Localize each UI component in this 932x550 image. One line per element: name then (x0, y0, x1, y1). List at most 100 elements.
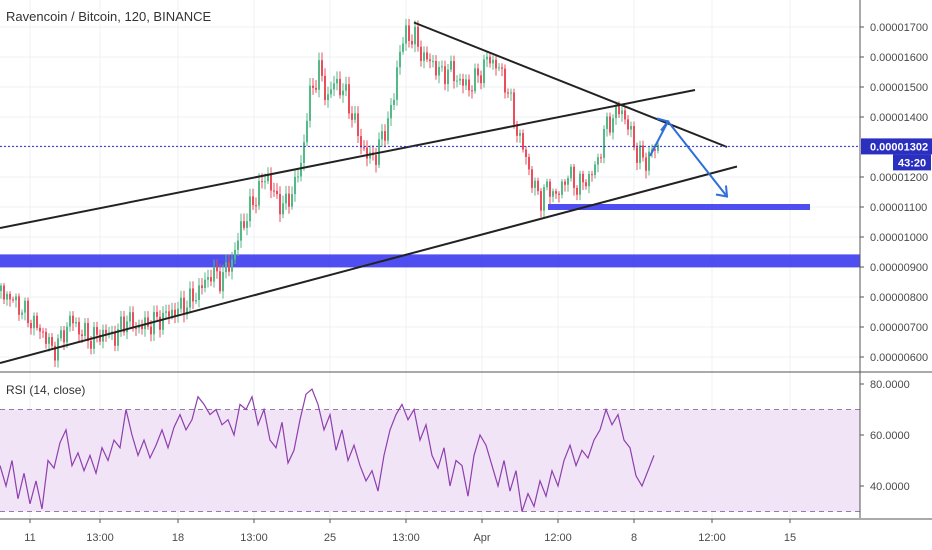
candle-body (552, 191, 554, 197)
candle-body (450, 61, 452, 70)
candle-body (303, 142, 305, 163)
support-zone-short[interactable] (548, 204, 810, 210)
candle-body (150, 326, 152, 335)
candle-body (69, 315, 71, 327)
candle-body (570, 166, 572, 179)
candle-body (237, 240, 239, 250)
trendlines[interactable] (0, 21, 738, 364)
support-zone-wide[interactable] (0, 254, 860, 268)
projection-arrow-head (656, 117, 670, 132)
candle-body (582, 173, 584, 183)
candle-body (606, 116, 608, 129)
candle-body (300, 162, 302, 177)
candle-body (390, 104, 392, 119)
candle-body (48, 337, 50, 344)
candle-body (495, 59, 497, 69)
candle-body (537, 180, 539, 192)
candle-body (147, 317, 149, 327)
candle-body (402, 43, 404, 52)
candle-body (132, 312, 134, 329)
candle-body (297, 176, 299, 178)
candle-body (138, 325, 140, 329)
candle-body (39, 327, 41, 332)
candle-body (339, 78, 341, 96)
candle-body (72, 315, 74, 324)
candle-body (627, 119, 629, 130)
candle-body (477, 68, 479, 76)
price-tick-label: 0.00001700 (870, 22, 928, 34)
candle-body (411, 40, 413, 45)
candle-body (141, 325, 143, 330)
candle-body (60, 330, 62, 339)
candle-body (417, 26, 419, 47)
candle-body (468, 79, 470, 91)
candle-body (219, 271, 221, 292)
candle-body (531, 169, 533, 188)
candle-body (192, 288, 194, 302)
candle-body (543, 187, 545, 211)
candle-body (87, 322, 89, 342)
projection-arrow-head (715, 185, 729, 198)
candle-body (78, 322, 80, 335)
symbol-title: Ravencoin / Bitcoin, 120, BINANCE (6, 9, 212, 24)
candle-body (636, 147, 638, 163)
candle-body (258, 181, 260, 206)
candle-body (603, 128, 605, 158)
time-tick-label: 12:00 (544, 532, 572, 544)
candle-body (492, 59, 494, 64)
upper-channel-line[interactable] (0, 89, 696, 229)
candle-body (120, 316, 122, 330)
candle-body (630, 126, 632, 130)
candle-body (18, 296, 20, 315)
rsi-line (0, 388, 655, 512)
candle-body (357, 113, 359, 137)
candle-body (126, 321, 128, 333)
candle-body (399, 51, 401, 68)
candle-body (228, 262, 230, 272)
candle-body (309, 85, 311, 121)
price-tick-label: 0.00001500 (870, 82, 928, 94)
last-price-label: 0.00001302 (870, 141, 928, 153)
candle-body (588, 174, 590, 187)
price-axis[interactable]: 0.00001700 0.00001600 0.00001500 0.00001400… (860, 22, 928, 364)
candle-body (15, 296, 17, 301)
candle-body (396, 67, 398, 100)
candle-body (129, 312, 131, 322)
rsi-axis[interactable]: 80.0000 60.0000 40.0000 (860, 379, 910, 493)
candle-body (483, 59, 485, 84)
candle-body (264, 181, 266, 183)
candle-body (198, 285, 200, 300)
candle-body (261, 181, 263, 183)
candle-body (96, 327, 98, 335)
candle-body (384, 131, 386, 141)
candle-body (54, 345, 56, 361)
time-tick-label: 25 (324, 532, 336, 544)
time-axis[interactable]: 11 13:00 18 13:00 25 13:00 Apr 12:00 8 12:00 15 (24, 519, 796, 544)
last-price-badge-bg (861, 138, 932, 155)
candle-body (243, 221, 245, 228)
price-tick-label: 0.00001400 (870, 112, 928, 124)
candle-body (195, 299, 197, 302)
candle-body (45, 331, 47, 344)
descending-resistance-line[interactable] (413, 21, 728, 148)
candle-body (615, 105, 617, 119)
candle-body (600, 157, 602, 159)
lower-channel-line[interactable] (0, 165, 738, 364)
candle-body (612, 118, 614, 133)
last-price-badge: 0.00001302 43:20 (861, 138, 932, 171)
candle-body (585, 182, 587, 187)
support-zones[interactable] (0, 204, 860, 268)
candle-body (246, 221, 248, 228)
candle-body (348, 84, 350, 114)
candle-body (270, 175, 272, 191)
candle-body (360, 136, 362, 148)
price-tick-label: 0.00001200 (870, 172, 928, 184)
time-tick-label: 15 (784, 532, 796, 544)
rsi-tick-label: 40.0000 (870, 481, 910, 493)
candle-body (432, 60, 434, 62)
candle-body (618, 105, 620, 115)
candle-body (516, 124, 518, 136)
candle-body (0, 285, 2, 291)
candle-body (573, 166, 575, 188)
